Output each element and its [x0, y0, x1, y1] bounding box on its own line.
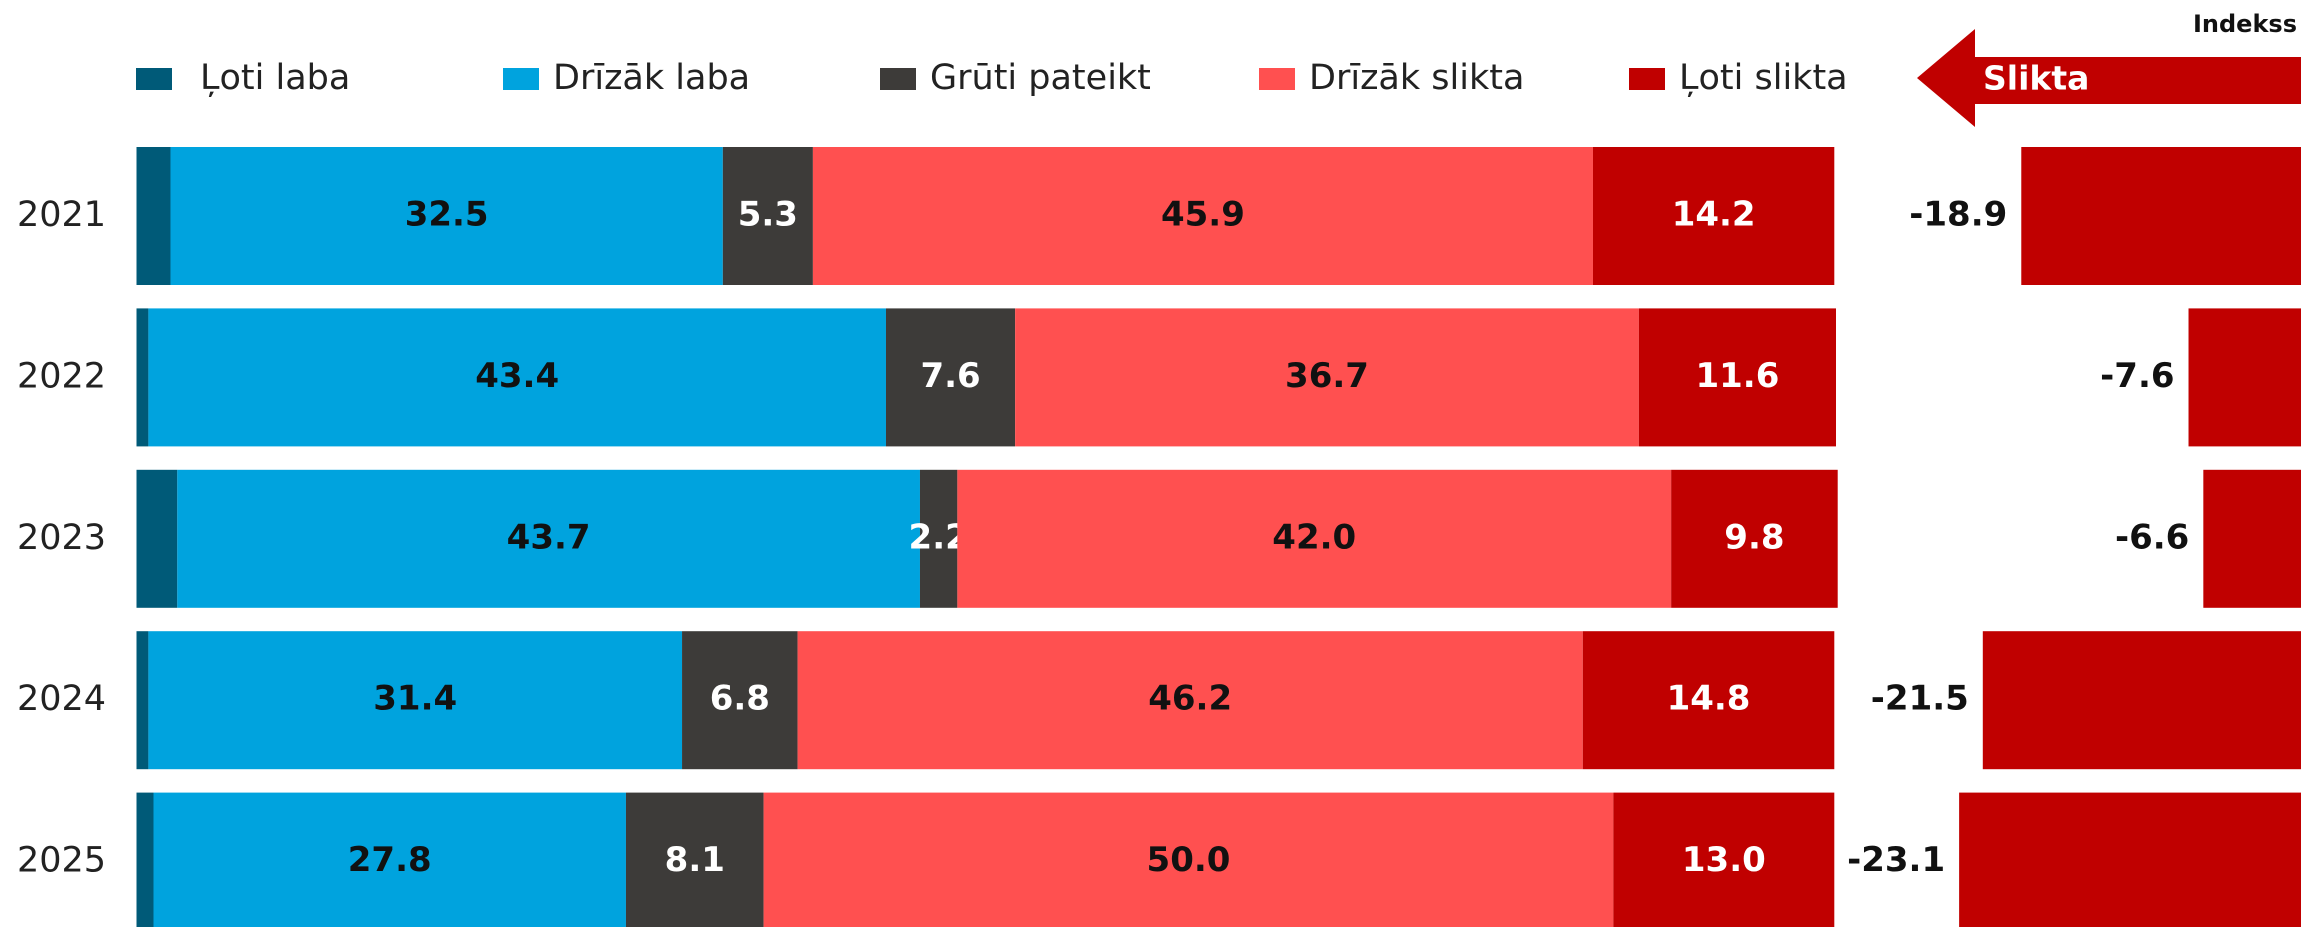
value-label: 8.1 — [665, 840, 725, 880]
index-bar — [2203, 469, 2301, 608]
bar-segment — [177, 469, 920, 608]
bar-segment — [1638, 308, 1836, 447]
bar-segment — [136, 147, 171, 285]
bar-segment — [136, 308, 149, 447]
y-tick-label: 2024 — [17, 679, 106, 719]
value-label: 50.0 — [1147, 840, 1231, 880]
index-bar — [2021, 147, 2301, 285]
index-label: -6.6 — [2115, 517, 2189, 557]
value-label: 14.2 — [1672, 195, 1756, 235]
value-label: 32.5 — [405, 195, 489, 235]
bar-segment — [148, 631, 683, 770]
legend-swatch — [503, 68, 539, 90]
value-label: 11.6 — [1695, 356, 1779, 396]
legend-swatch — [880, 68, 916, 90]
bar-segment — [136, 631, 149, 770]
bar-segment — [625, 792, 764, 927]
bar-segment — [957, 469, 1672, 608]
bar-segment — [682, 631, 798, 770]
bar-segment — [1582, 631, 1835, 770]
bar-segment — [136, 469, 178, 608]
bar-segment — [722, 147, 813, 285]
value-label: 27.8 — [348, 840, 432, 880]
value-label: 7.6 — [920, 356, 980, 396]
arrow-label: Slikta — [1983, 59, 2089, 98]
value-label: 43.7 — [507, 517, 591, 557]
value-label: 31.4 — [373, 679, 457, 719]
value-label: 14.8 — [1667, 679, 1751, 719]
value-label: 6.8 — [710, 679, 770, 719]
y-tick-label: 2021 — [17, 195, 106, 235]
bar-segment — [1613, 792, 1835, 927]
legend-label: Drīzāk slikta — [1309, 58, 1524, 98]
bar-segment — [170, 147, 723, 285]
index-label: -21.5 — [1871, 679, 1969, 719]
legend-label: Drīzāk laba — [553, 58, 750, 98]
value-label: 45.9 — [1161, 195, 1245, 235]
index-label: -18.9 — [1909, 195, 2007, 235]
value-label: 43.4 — [475, 356, 559, 396]
legend-swatch — [136, 68, 172, 90]
bar-segment — [1015, 308, 1639, 447]
legend-label: Ļoti slikta — [1679, 58, 1848, 98]
legend-swatch — [1259, 68, 1295, 90]
legend-label: Ļoti laba — [200, 58, 350, 98]
bar-segment — [797, 631, 1583, 770]
bar-segment — [148, 308, 886, 447]
bar-segment — [136, 792, 154, 927]
value-label: 13.0 — [1682, 840, 1766, 880]
y-tick-label: 2025 — [17, 841, 106, 881]
bar-segment — [919, 469, 958, 608]
index-label: -7.6 — [2100, 356, 2174, 396]
value-label: 36.7 — [1285, 356, 1369, 396]
bar-segment — [763, 792, 1614, 927]
value-label: 46.2 — [1148, 679, 1232, 719]
index-bar — [2188, 308, 2301, 447]
bar-segment — [1592, 147, 1835, 285]
y-tick-label: 2023 — [17, 518, 106, 558]
value-label: 9.8 — [1724, 517, 1784, 557]
index-bar — [1959, 792, 2301, 927]
bar-segment — [812, 147, 1593, 285]
direction-arrow — [1917, 29, 2301, 127]
bar-segment — [153, 792, 626, 927]
index-label: -23.1 — [1847, 840, 1945, 880]
bar-segment — [1671, 469, 1838, 608]
index-bar — [1982, 631, 2301, 770]
bar-segment — [885, 308, 1016, 447]
legend-label: Grūti pateikt — [930, 58, 1151, 98]
index-title: Indekss — [2193, 10, 2297, 38]
y-tick-label: 2022 — [17, 356, 106, 396]
value-label: 42.0 — [1272, 517, 1356, 557]
value-label: 5.3 — [738, 195, 798, 235]
legend-swatch — [1629, 68, 1665, 90]
